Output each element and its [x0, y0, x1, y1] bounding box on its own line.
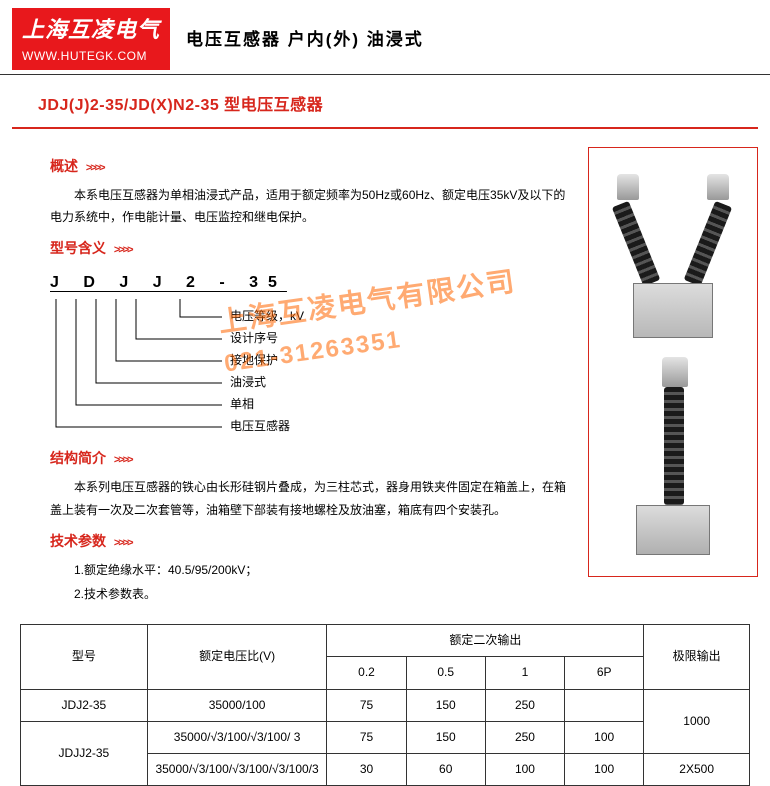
td: 150	[406, 689, 485, 721]
td: 2X500	[644, 753, 750, 785]
model-label: 油浸式	[230, 371, 304, 393]
model-label: 接地保护	[230, 349, 304, 371]
td: 75	[327, 689, 406, 721]
td: JDJJ2-35	[21, 721, 148, 785]
tech-item: 1.额定绝缘水平：40.5/95/200kV；	[74, 558, 570, 582]
tech-list: 1.额定绝缘水平：40.5/95/200kV； 2.技术参数表。	[74, 558, 570, 606]
td: 250	[485, 689, 564, 721]
model-title: 型号含义 >>>>	[50, 237, 570, 260]
overview-text: 本系电压互感器为单相油浸式产品，适用于额定频率为50Hz或60Hz、额定电压35…	[50, 184, 570, 230]
th-output: 额定二次输出	[327, 625, 644, 657]
tech-item: 2.技术参数表。	[74, 582, 570, 606]
header: 上海互凌电气 WWW.HUTEGK.COM 电压互感器 户内(外) 油浸式	[0, 0, 770, 75]
model-code: J D J J 2 - 35	[50, 270, 570, 296]
chevron-icon: >>>>	[114, 454, 132, 466]
model-title-text: 型号含义	[50, 240, 106, 256]
model-labels: 电压等级，kV 设计序号 接地保护 油浸式 单相 电压互感器	[230, 305, 304, 437]
model-label: 电压互感器	[230, 415, 304, 437]
header-title: 电压互感器 户内(外) 油浸式	[186, 26, 424, 53]
th-sub: 1	[485, 657, 564, 689]
structure-title-text: 结构简介	[50, 450, 106, 466]
left-column: 概述 >>>> 本系电压互感器为单相油浸式产品，适用于额定频率为50Hz或60H…	[50, 147, 588, 606]
logo-url: WWW.HUTEGK.COM	[22, 47, 160, 66]
tech-title-text: 技术参数	[50, 533, 106, 549]
th-sub: 0.2	[327, 657, 406, 689]
td	[565, 689, 644, 721]
th-sub: 6P	[565, 657, 644, 689]
td: 150	[406, 721, 485, 753]
td: 100	[565, 753, 644, 785]
product-images	[588, 147, 758, 577]
td: 60	[406, 753, 485, 785]
logo-company: 上海互凌电气	[22, 12, 160, 47]
th-limit: 极限输出	[644, 625, 750, 689]
model-lines-icon	[50, 299, 230, 439]
table-head-row: 型号 额定电压比(V) 额定二次输出 极限输出	[21, 625, 750, 657]
td: 35000/100	[147, 689, 327, 721]
td: 75	[327, 721, 406, 753]
td: 1000	[644, 689, 750, 753]
td: 35000/√3/100/√3/100/√3/100/3	[147, 753, 327, 785]
logo: 上海互凌电气 WWW.HUTEGK.COM	[12, 8, 170, 70]
table-row: JDJ2-35 35000/100 75 150 250 1000	[21, 689, 750, 721]
td: 35000/√3/100/√3/100/ 3	[147, 721, 327, 753]
td: 100	[485, 753, 564, 785]
structure-title: 结构简介 >>>>	[50, 447, 570, 470]
structure-text: 本系列电压互感器的铁心由长形硅钢片叠成，为三柱芯式，器身用铁夹件固定在箱盖上，在…	[50, 476, 570, 522]
overview-title-text: 概述	[50, 158, 78, 174]
td: JDJ2-35	[21, 689, 148, 721]
th-sub: 0.5	[406, 657, 485, 689]
th-ratio: 额定电压比(V)	[147, 625, 327, 689]
td: 30	[327, 753, 406, 785]
content: 概述 >>>> 本系电压互感器为单相油浸式产品，适用于额定频率为50Hz或60H…	[0, 129, 770, 606]
chevron-icon: >>>>	[114, 537, 132, 549]
product-image-dual	[603, 168, 743, 338]
model-label: 设计序号	[230, 327, 304, 349]
tech-title: 技术参数 >>>>	[50, 530, 570, 553]
product-title: JDJ(J)2-35/JD(X)N2-35 型电压互感器	[12, 75, 758, 129]
model-label: 单相	[230, 393, 304, 415]
chevron-icon: >>>>	[114, 244, 132, 256]
model-label: 电压等级，kV	[230, 305, 304, 327]
chevron-icon: >>>>	[86, 162, 104, 174]
product-image-single	[618, 355, 728, 555]
td: 250	[485, 721, 564, 753]
overview-title: 概述 >>>>	[50, 155, 570, 178]
td: 100	[565, 721, 644, 753]
table-row: JDJJ2-35 35000/√3/100/√3/100/ 3 75 150 2…	[21, 721, 750, 753]
model-diagram: 电压等级，kV 设计序号 接地保护 油浸式 单相 电压互感器	[50, 299, 570, 439]
th-model: 型号	[21, 625, 148, 689]
spec-table: 型号 额定电压比(V) 额定二次输出 极限输出 0.2 0.5 1 6P JDJ…	[20, 624, 750, 786]
